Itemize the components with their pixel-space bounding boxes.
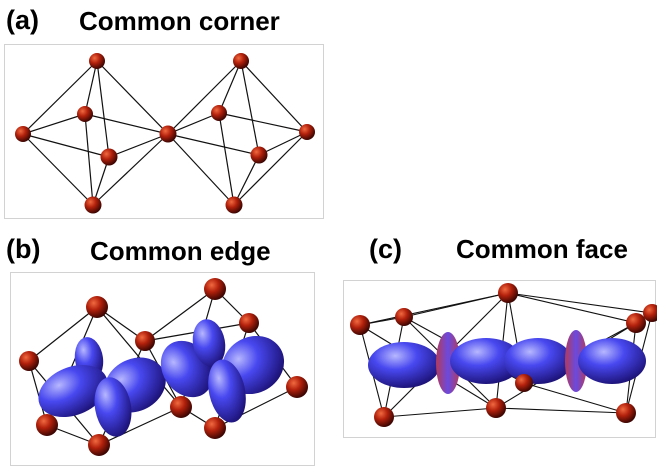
corner-sharing-octahedra [15,53,315,214]
bond-lines [22,60,308,206]
atoms [15,53,315,214]
atom [135,331,155,351]
panel-b-diagram [10,272,315,466]
atom [299,124,315,140]
panel-a-title: Common corner [79,6,280,36]
panel-a-diagram [4,44,324,219]
panel-b-title: Common edge [90,236,271,266]
face-sharing-octahedra [350,283,657,427]
orbital-lobe [368,342,440,388]
atom [88,434,110,456]
atom [159,125,177,143]
atom [211,105,227,121]
atom [616,403,636,423]
atom [286,376,308,398]
atom [15,126,31,142]
atom [100,148,118,166]
atom [19,351,39,371]
atom [84,196,102,214]
panel-a-tag: (a) [6,5,39,35]
atom [395,308,413,326]
atom [204,278,226,300]
orbitals [368,330,646,394]
panel-c-tag: (c) [369,234,402,264]
panel-b-tag: (b) [6,234,41,264]
atom [36,414,58,436]
panel-c-diagram [343,280,657,438]
atom [204,417,226,439]
atom [626,313,646,333]
atom [643,304,657,322]
atom [486,398,506,418]
panel-c-title: Common face [456,234,628,264]
atom [374,407,394,427]
atom [498,283,518,303]
atoms [350,283,657,427]
orbital-lobe [94,377,132,437]
orbital-ring [565,330,587,392]
atoms [19,278,308,456]
atom [239,313,259,333]
atom [515,374,533,392]
atom [225,196,243,214]
atom [170,396,192,418]
orbitals [38,319,285,437]
atom [233,53,249,69]
orbital-lobe [208,359,246,423]
orbital-lobe [192,319,226,367]
edge-sharing-octahedra [19,278,308,456]
orbital-lobe [578,338,646,384]
orbital-lobe [504,338,572,384]
orbital-ring [436,332,460,394]
atom [89,53,105,69]
atom [350,315,370,335]
orbital-lobe [450,338,522,384]
atom [86,296,108,318]
orbital-lobe [38,364,108,418]
atom [77,106,93,122]
atom [250,146,268,164]
